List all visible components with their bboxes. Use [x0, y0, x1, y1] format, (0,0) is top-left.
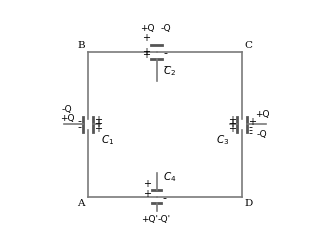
- Text: -: -: [248, 128, 252, 138]
- Text: -Q: -Q: [256, 130, 267, 139]
- Text: C: C: [245, 41, 253, 50]
- Text: $C_3$: $C_3$: [216, 133, 229, 146]
- Text: -: -: [248, 125, 252, 135]
- Text: -: -: [78, 116, 81, 126]
- Text: B: B: [77, 41, 85, 50]
- Text: +: +: [142, 33, 150, 43]
- Text: -Q: -Q: [62, 105, 73, 114]
- Text: +Q: +Q: [255, 109, 270, 118]
- Text: -: -: [163, 48, 167, 58]
- Text: +Q: +Q: [60, 114, 74, 123]
- Text: A: A: [78, 199, 85, 208]
- Text: +: +: [248, 117, 256, 127]
- Text: D: D: [245, 199, 253, 208]
- Text: $C_4$: $C_4$: [162, 170, 176, 184]
- Text: $C_1$: $C_1$: [101, 133, 114, 146]
- Text: +: +: [94, 119, 102, 129]
- Text: -: -: [248, 122, 252, 132]
- Text: +: +: [228, 124, 236, 134]
- Text: +: +: [228, 119, 236, 129]
- Text: +: +: [143, 179, 151, 189]
- Text: +: +: [143, 189, 151, 199]
- Text: +Q': +Q': [141, 215, 158, 224]
- Text: -: -: [163, 61, 167, 71]
- Text: +: +: [94, 115, 102, 125]
- Text: +Q: +Q: [140, 24, 155, 33]
- Text: +: +: [94, 124, 102, 134]
- Text: +: +: [142, 50, 150, 60]
- Text: +: +: [142, 47, 150, 57]
- Text: -Q: -Q: [161, 24, 171, 33]
- Text: +: +: [228, 115, 236, 125]
- Text: $C_2$: $C_2$: [162, 64, 176, 78]
- Text: -Q': -Q': [157, 215, 170, 224]
- Text: -: -: [78, 122, 81, 132]
- Text: -: -: [162, 193, 167, 203]
